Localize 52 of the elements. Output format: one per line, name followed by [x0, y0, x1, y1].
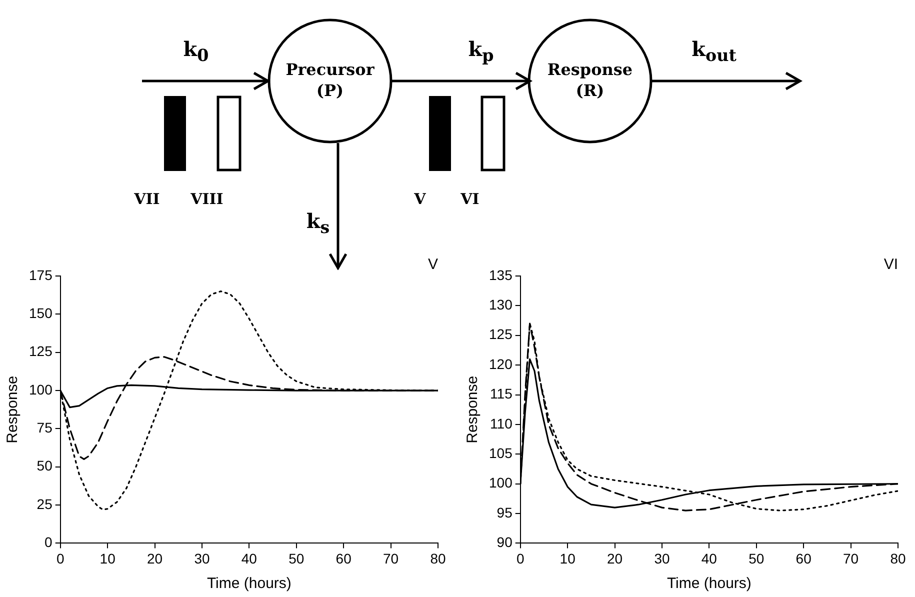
y-tick-label: 50	[36, 458, 53, 474]
text: V	[413, 190, 427, 209]
y-tick-label: 95	[496, 504, 513, 520]
y-tick-label: 105	[489, 444, 513, 461]
y-tick-label: 115	[490, 386, 513, 402]
x-tick-label: 30	[654, 550, 670, 566]
y-tick-label: 75	[36, 420, 53, 436]
y-tick-label: 175	[29, 266, 53, 283]
y-axis-title: Response	[464, 376, 482, 444]
text: k$_{0}$	[182, 36, 210, 67]
x-tick-label: 80	[430, 550, 446, 566]
x-tick-label: 70	[843, 550, 859, 566]
text: k$_{s}$	[305, 208, 331, 239]
y-axis-title: Response	[4, 376, 22, 444]
y-tick-label: 0	[44, 534, 53, 550]
x-tick-label: 40	[241, 550, 258, 566]
x-tick-label: 60	[796, 550, 812, 566]
text: VII	[133, 190, 161, 209]
x-tick-label: 20	[606, 550, 623, 566]
x-tick-label: 50	[748, 550, 764, 566]
x-tick-label: 40	[701, 550, 718, 566]
y-tick-label: 125	[29, 343, 53, 360]
y-tick-label: 125	[489, 326, 513, 342]
x-tick-label: 10	[560, 550, 576, 566]
y-tick-label: 135	[489, 266, 513, 283]
x-tick-label: 10	[100, 550, 116, 566]
chart-title: V	[428, 256, 438, 274]
text: VI	[460, 190, 480, 209]
y-tick-label: 130	[489, 296, 513, 313]
y-tick-label: 120	[489, 356, 513, 372]
x-tick-label: 50	[288, 550, 304, 566]
x-tick-label: 20	[146, 550, 163, 566]
y-tick-label: 25	[36, 496, 53, 512]
y-tick-label: 150	[29, 305, 53, 322]
text: k$_{out}$	[690, 36, 738, 67]
x-tick-label: 60	[336, 550, 352, 566]
x-tick-label: 80	[890, 550, 906, 566]
text: Response (R)	[546, 60, 634, 102]
text: k$_{p}$	[467, 36, 495, 67]
y-tick-label: 90	[496, 534, 513, 550]
y-tick-label: 110	[490, 415, 513, 432]
x-axis-title: Time (hours)	[666, 575, 752, 592]
y-tick-label: 100	[29, 381, 53, 398]
text: VIII	[190, 190, 224, 209]
y-tick-label: 100	[489, 474, 513, 491]
x-axis-title: Time (hours)	[206, 575, 292, 592]
chart-title: VI	[884, 256, 898, 274]
text: Precursor (P)	[284, 60, 376, 102]
x-tick-label: 0	[56, 550, 64, 566]
x-tick-label: 0	[516, 550, 524, 566]
x-tick-label: 30	[194, 550, 210, 566]
x-tick-label: 70	[383, 550, 399, 566]
